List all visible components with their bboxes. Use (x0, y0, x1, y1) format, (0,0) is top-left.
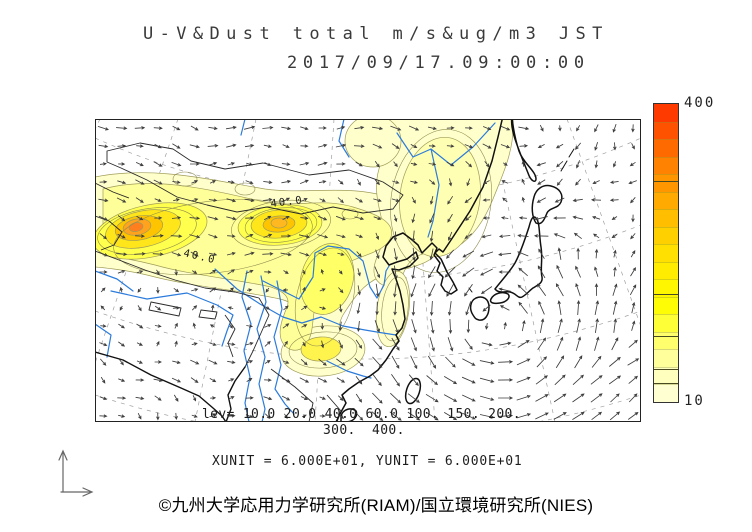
colorbar-segment (654, 314, 678, 332)
axis-orientation-icon (45, 406, 105, 519)
dust-wind-map: 40.0 40.0 (95, 119, 641, 422)
colorbar-segment (654, 121, 678, 140)
colorbar-segment (654, 104, 678, 122)
colorbar-tick (654, 383, 678, 384)
colorbar-segment (654, 366, 678, 385)
colorbar-segment (654, 384, 678, 402)
colorbar-segment (654, 331, 678, 350)
contour-levels-line2: 300. 400. (323, 423, 405, 438)
colorbar-segment (654, 191, 678, 210)
coastlines (95, 119, 575, 422)
plot-timestamp: 2017/09/17.09:00:00 (287, 53, 590, 73)
colorbar-segment (654, 296, 678, 315)
copyright-notice: ©九州大学応用力学研究所(RIAM)/国立環境研究所(NIES) (158, 496, 594, 515)
colorbar-segment (654, 156, 678, 175)
rivers (95, 119, 496, 422)
colorbar-tick (654, 336, 678, 337)
colorbar-segment (654, 349, 678, 367)
contour-rings (97, 129, 492, 369)
colorbar-max-label: 400 (684, 95, 716, 111)
map-frame (95, 119, 641, 422)
colorbar-segment (654, 261, 678, 280)
wind-arrow-field (97, 123, 640, 422)
colorbar (653, 103, 679, 403)
colorbar-segment (654, 209, 678, 227)
colorbar-tick (654, 294, 678, 295)
colorbar-tick (654, 369, 678, 370)
contour-levels-line1: lev= 10.0 20.0 40.0 60.0 100. 150. 200. (202, 407, 521, 422)
contour-label: 40.0 (270, 194, 305, 210)
colorbar-segment (654, 279, 678, 297)
plot-title: U-V&Dust total m/s&ug/m3 JST (143, 24, 609, 44)
map-canvas: 40.0 40.0 (95, 100, 641, 422)
colorbar-segment (654, 139, 678, 157)
vector-units-label: XUNIT = 6.000E+01, YUNIT = 6.000E+01 (212, 454, 523, 469)
wind-vectors (97, 123, 640, 422)
borders (95, 142, 404, 422)
colorbar-segment (654, 226, 678, 245)
colorbar-tick (654, 181, 678, 182)
colorbar-segment (654, 244, 678, 262)
colorbar-segment (654, 174, 678, 192)
colorbar-min-label: 10 (684, 393, 705, 409)
